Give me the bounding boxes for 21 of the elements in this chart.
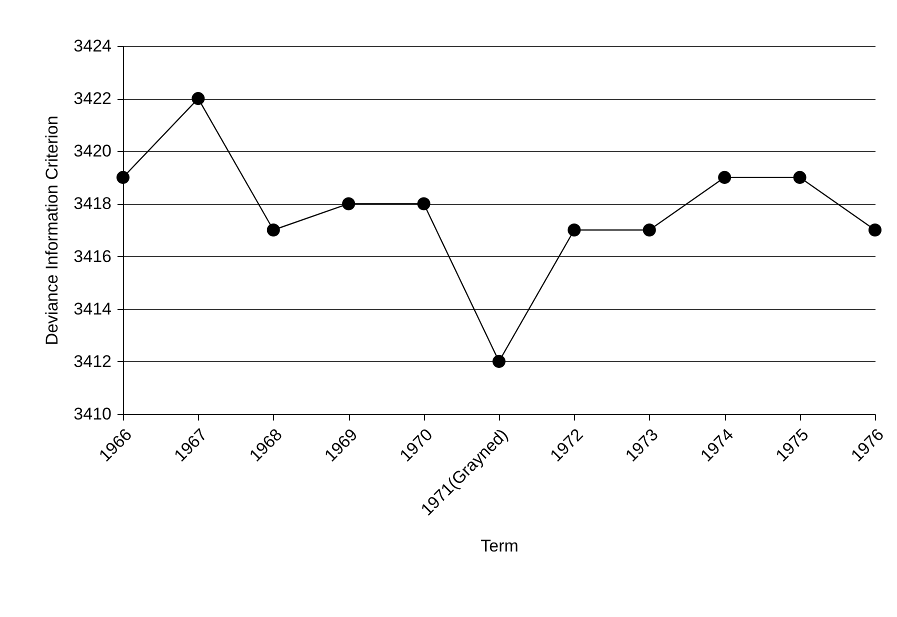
y-tick-label: 3416 [74, 246, 112, 266]
y-tick-label: 3410 [74, 404, 112, 424]
y-tick-label: 3422 [74, 89, 112, 108]
x-axis-title: Term [480, 536, 518, 556]
point [568, 223, 581, 237]
point [492, 354, 506, 368]
y-tick-label: 3414 [74, 299, 112, 318]
y-tick-label: 3412 [74, 352, 112, 371]
point [718, 170, 732, 184]
y-tick-label: 3424 [74, 36, 112, 56]
y-tick-label: 3418 [74, 194, 112, 214]
point [342, 197, 356, 210]
point [266, 223, 280, 237]
y-axis-title: Deviance Information Criterion [42, 116, 62, 346]
point [793, 170, 806, 184]
point [642, 223, 656, 237]
point [417, 197, 430, 210]
point [868, 223, 882, 237]
point [192, 92, 205, 106]
point [116, 170, 130, 184]
y-tick-label: 3420 [74, 142, 112, 161]
